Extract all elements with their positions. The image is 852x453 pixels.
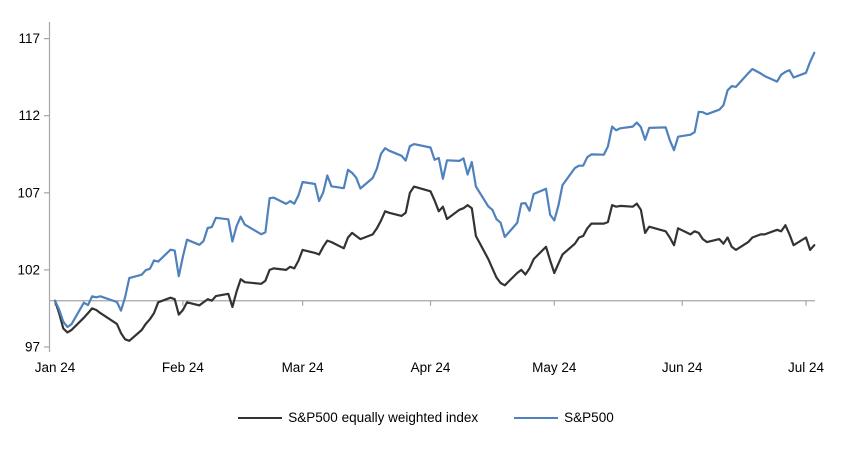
- series-line-sp500: [53, 51, 816, 329]
- legend-label-equal-weight: S&P500 equally weighted index: [288, 410, 479, 425]
- legend-line-sample-sp500: [514, 416, 559, 419]
- y-tick-label: 107: [17, 185, 40, 200]
- x-tick-label: Jan 24: [35, 360, 76, 375]
- y-tick-label: 97: [25, 340, 40, 355]
- legend-label-sp500: S&P500: [564, 410, 614, 425]
- x-axis-baseline: Jan 24 Feb 24 Mar 24 Apr 24 May 24 Jun 24 Jul …: [35, 300, 825, 375]
- x-tick-label: Jul 24: [788, 360, 825, 375]
- y-tick-label: 102: [17, 262, 40, 277]
- y-axis: 97 102 107 112 117: [17, 22, 51, 355]
- legend-line-sample-equal-weight: [238, 416, 283, 419]
- legend-entry-sp500: S&P500: [514, 410, 614, 425]
- x-tick-label: May 24: [532, 360, 577, 375]
- legend-entry-equal-weight: S&P500 equally weighted index: [238, 410, 478, 425]
- series-line-equal-weight: [53, 185, 816, 342]
- x-tick-label: Jun 24: [662, 360, 703, 375]
- series-lines: [53, 51, 816, 342]
- chart-legend: S&P500 equally weighted index S&P500: [0, 410, 852, 425]
- x-tick-label: Apr 24: [411, 360, 451, 375]
- y-tick-label: 112: [18, 108, 40, 123]
- x-tick-label: Mar 24: [282, 360, 325, 375]
- x-tick-label: Feb 24: [162, 360, 205, 375]
- y-tick-label: 117: [18, 31, 40, 46]
